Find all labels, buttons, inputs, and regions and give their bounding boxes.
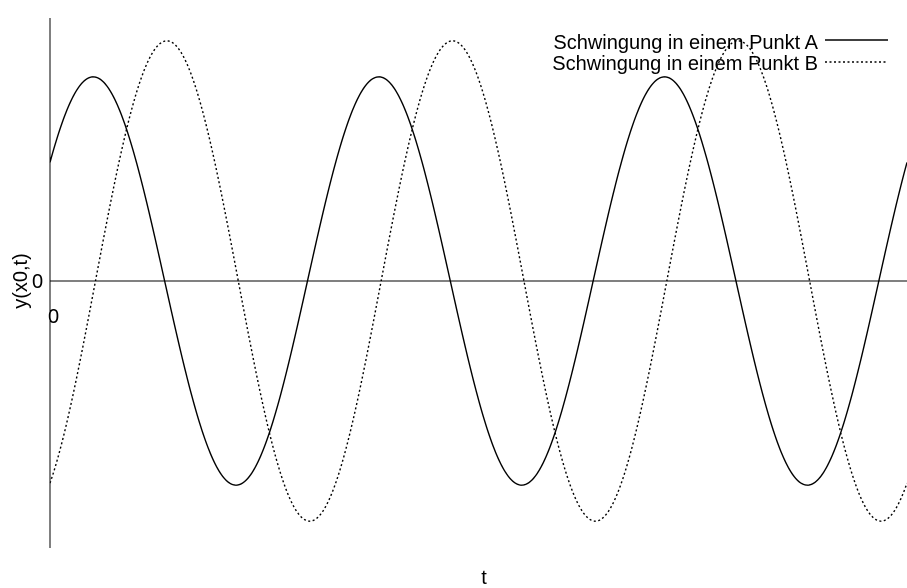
legend-label-b: Schwingung in einem Punkt B <box>552 53 818 75</box>
x-tick-label: 0 <box>48 306 59 328</box>
x-axis-label: t <box>481 567 487 588</box>
legend: Schwingung in einem Punkt A Schwingung i… <box>552 32 888 75</box>
series-line-a <box>49 76 907 486</box>
y-tick-label: 0 <box>32 271 43 293</box>
y-axis-label: y(x0,t) <box>10 253 32 309</box>
legend-label-a: Schwingung in einem Punkt A <box>553 32 818 54</box>
